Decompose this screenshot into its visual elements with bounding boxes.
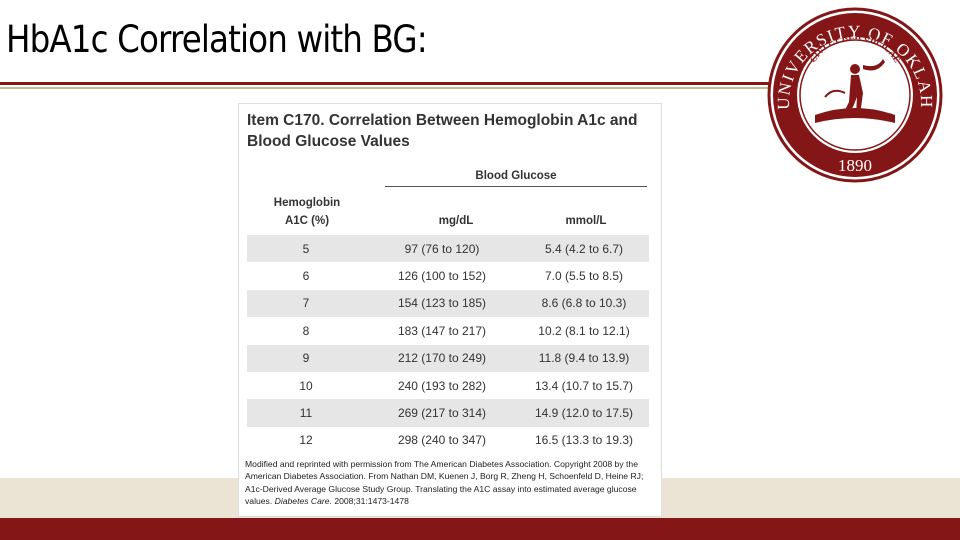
table-cell: 5 xyxy=(302,241,310,256)
footnote: Modified and reprinted with permission f… xyxy=(245,458,659,508)
table-cell: 269 (217 to 314) xyxy=(397,406,487,421)
table-cell: 8.6 (6.8 to 10.3) xyxy=(541,296,627,311)
table-cell: 5.4 (4.2 to 6.7) xyxy=(544,241,624,256)
footnote-text: Modified and reprinted with permission f… xyxy=(245,459,644,507)
column-header: Hemoglobin A1C (%) xyxy=(273,197,341,227)
table-cell: 11 xyxy=(299,406,313,421)
column-header: mg/dL xyxy=(438,215,474,227)
table-cell: 10.2 (8.1 to 12.1) xyxy=(538,323,630,338)
slide-title: HbA1c Correlation with BG: xyxy=(6,18,428,61)
footnote-journal: Diabetes Care. xyxy=(274,496,332,507)
table-row: 5 97 (76 to 120) 5.4 (4.2 to 6.7) xyxy=(247,235,649,263)
table-row: 12 298 (240 to 347) 16.5 (13.3 to 19.3) xyxy=(247,427,649,454)
title-rule-accent xyxy=(0,87,770,89)
table-body: 5 97 (76 to 120) 5.4 (4.2 to 6.7) 6 126 (100… xyxy=(247,235,649,454)
table-cell: 154 (123 to 185) xyxy=(397,296,487,311)
table-cell: 298 (240 to 347) xyxy=(397,433,487,448)
table-cell: 10 xyxy=(299,378,313,393)
table-cell: 6 xyxy=(302,269,310,284)
table-row: 9 212 (170 to 249) 11.8 (9.4 to 13.9) xyxy=(247,344,649,372)
table-cell: 9 xyxy=(302,351,310,366)
table-row: 6 126 (100 to 152) 7.0 (5.5 to 8.5) xyxy=(247,262,649,289)
table-cell: 183 (147 to 217) xyxy=(397,323,487,338)
title-rule xyxy=(0,82,770,85)
university-seal: THE UNIVERSITY OF OKLAHOMA CIVI ET REIPU… xyxy=(765,5,943,183)
seal-year: 1890 xyxy=(838,156,872,175)
table-cell: 16.5 (13.3 to 19.3) xyxy=(534,433,634,448)
footer-bar xyxy=(0,518,960,540)
table-cell: 212 (170 to 249) xyxy=(397,351,487,366)
table-row: 7 154 (123 to 185) 8.6 (6.8 to 10.3) xyxy=(247,289,649,318)
column-header: mmol/L xyxy=(565,215,607,227)
table-cell: 12 xyxy=(299,433,313,448)
table-image: Item C170. Correlation Between Hemoglobi… xyxy=(238,103,662,517)
table-cell: 14.9 (12.0 to 17.5) xyxy=(534,406,634,421)
table-cell: 13.4 (10.7 to 15.7) xyxy=(534,378,634,393)
table-row: 8 183 (147 to 217) 10.2 (8.1 to 12.1) xyxy=(247,317,649,344)
table-row: 11 269 (217 to 314) 14.9 (12.0 to 17.5) xyxy=(247,399,649,427)
group-header: Blood Glucose xyxy=(385,170,647,187)
table-cell: 7 xyxy=(302,296,310,311)
table-cell: 7.0 (5.5 to 8.5) xyxy=(544,269,624,284)
table-title: Item C170. Correlation Between Hemoglobi… xyxy=(247,112,638,150)
footnote-citation: 2008;31:1473-1478 xyxy=(334,496,409,507)
table-cell: 11.8 (9.4 to 13.9) xyxy=(538,351,630,366)
table-cell: 126 (100 to 152) xyxy=(397,269,487,284)
table-cell: 97 (76 to 120) xyxy=(404,241,480,256)
table-row: 10 240 (193 to 282) 13.4 (10.7 to 15.7) xyxy=(247,372,649,399)
table-cell: 240 (193 to 282) xyxy=(397,378,487,393)
table-cell: 8 xyxy=(302,323,310,338)
